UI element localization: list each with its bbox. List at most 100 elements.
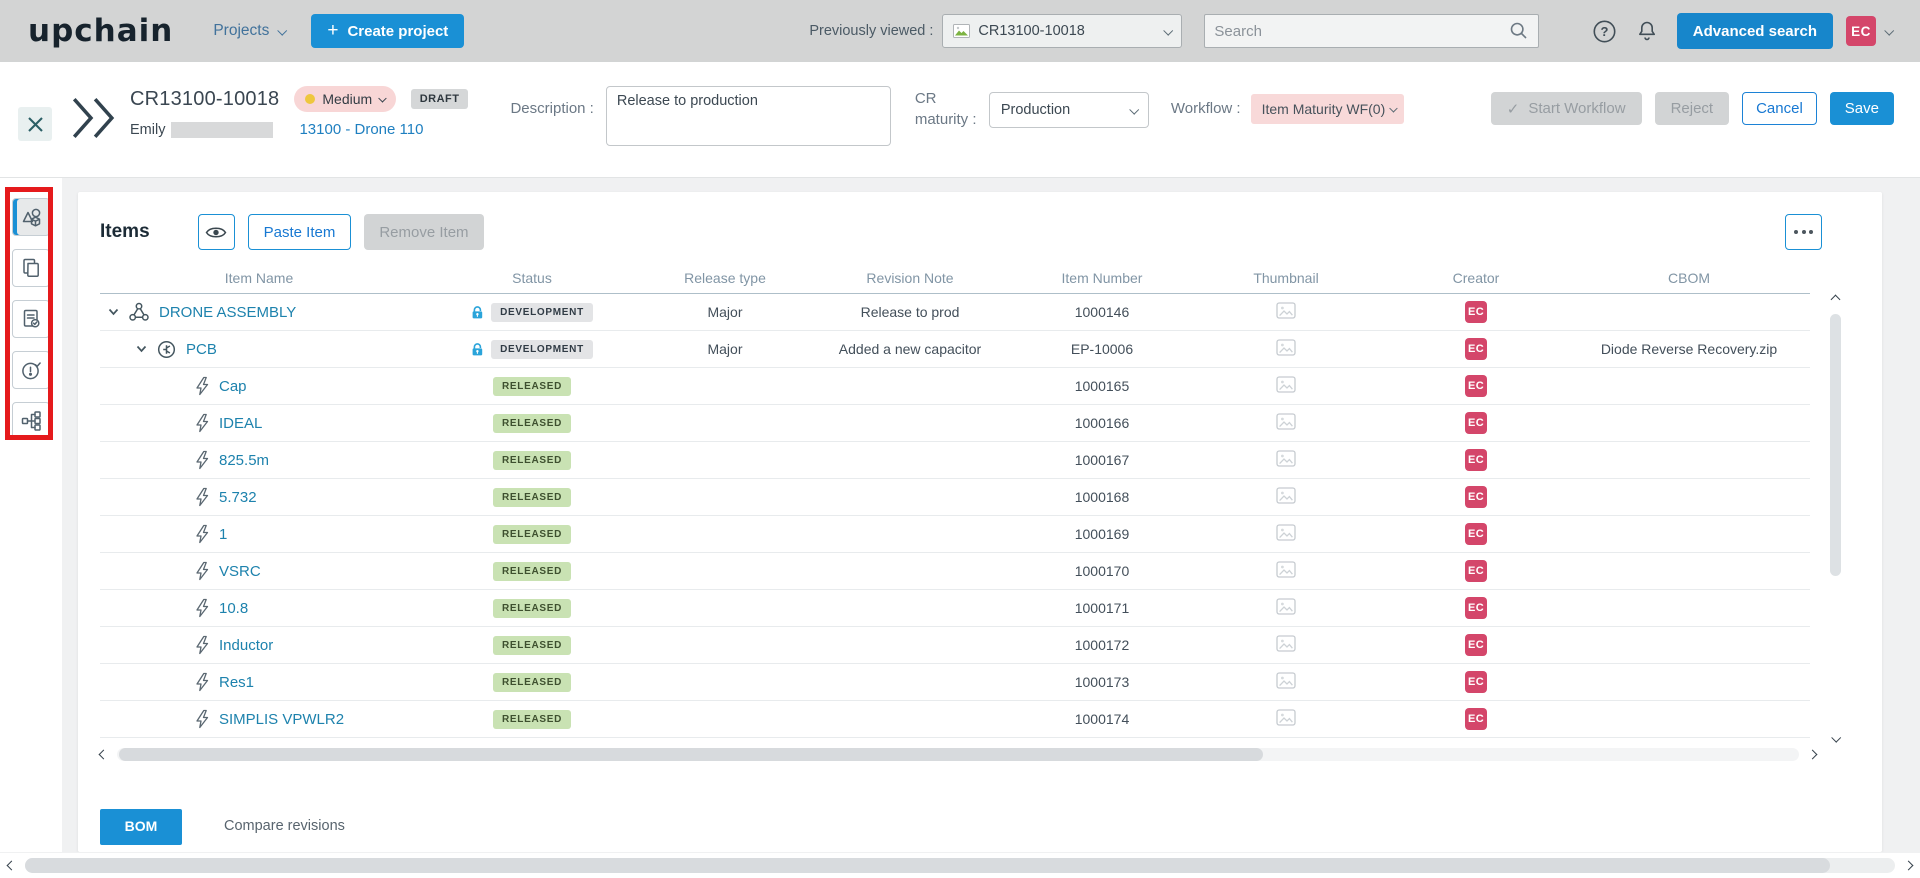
chevron-down-icon[interactable] bbox=[1884, 25, 1895, 36]
search-icon[interactable] bbox=[1509, 21, 1529, 41]
double-chevron-icon bbox=[68, 94, 116, 142]
scroll-left-icon[interactable] bbox=[6, 860, 17, 871]
item-number-cell: 1000171 bbox=[1074, 600, 1130, 616]
thumbnail-placeholder-icon bbox=[1276, 524, 1296, 541]
chevron-down-icon bbox=[1389, 104, 1398, 113]
item-link[interactable]: DRONE ASSEMBLY bbox=[159, 303, 297, 321]
column-header-creator[interactable]: Creator bbox=[1452, 269, 1500, 286]
table-row[interactable]: 5.732 RELEASED 1000168 EC bbox=[100, 479, 1810, 516]
item-number-cell: 1000172 bbox=[1074, 637, 1130, 653]
advanced-search-button[interactable]: Advanced search bbox=[1676, 13, 1833, 49]
table-row[interactable]: 10.8 RELEASED 1000171 EC bbox=[100, 590, 1810, 627]
item-number-cell: 1000166 bbox=[1074, 415, 1130, 431]
bolt-icon bbox=[193, 524, 210, 544]
user-avatar[interactable]: EC bbox=[1846, 16, 1876, 46]
reject-button[interactable]: Reject bbox=[1654, 92, 1730, 125]
bom-structure-icon bbox=[20, 410, 43, 432]
table-vertical-scrollbar[interactable] bbox=[1828, 294, 1842, 743]
more-options-button[interactable] bbox=[1785, 214, 1822, 250]
item-link[interactable]: 5.732 bbox=[219, 488, 257, 506]
scroll-right-icon[interactable] bbox=[1807, 749, 1818, 759]
workflow-select[interactable]: Item Maturity WF(0) bbox=[1250, 94, 1404, 124]
thumbnail-placeholder-icon bbox=[1276, 561, 1296, 578]
column-header-item-number[interactable]: Item Number bbox=[1061, 269, 1143, 286]
scroll-right-icon[interactable] bbox=[1903, 860, 1914, 871]
item-link[interactable]: SIMPLIS VPWLR2 bbox=[219, 710, 345, 728]
save-button[interactable]: Save bbox=[1829, 92, 1894, 125]
table-row[interactable]: Res1 RELEASED 1000173 EC bbox=[100, 664, 1810, 701]
description-label: Description : bbox=[510, 100, 594, 117]
creator-avatar: EC bbox=[1465, 523, 1487, 545]
item-link[interactable]: Res1 bbox=[219, 673, 255, 691]
paste-item-button[interactable]: Paste Item bbox=[247, 214, 352, 250]
table-row[interactable]: 825.5m RELEASED 1000167 EC bbox=[100, 442, 1810, 479]
column-header-cbom[interactable]: CBOM bbox=[1668, 269, 1710, 286]
column-header-revision-note[interactable]: Revision Note bbox=[866, 269, 954, 286]
sidebar-button-document-check[interactable] bbox=[12, 300, 50, 338]
item-link[interactable]: VSRC bbox=[219, 562, 261, 580]
table-row[interactable]: SIMPLIS VPWLR2 RELEASED 1000174 EC bbox=[100, 701, 1810, 738]
issue-check-icon bbox=[20, 359, 43, 381]
document-check-icon bbox=[20, 308, 42, 330]
item-link[interactable]: Cap bbox=[219, 377, 247, 395]
table-row[interactable]: IDEAL RELEASED 1000166 EC bbox=[100, 405, 1810, 442]
sidebar-button-parts-3d[interactable] bbox=[12, 198, 50, 236]
description-field[interactable] bbox=[605, 86, 891, 146]
close-button[interactable] bbox=[18, 107, 52, 141]
cr-maturity-select[interactable]: Production bbox=[988, 92, 1149, 128]
start-workflow-button[interactable]: ✓ Start Workflow bbox=[1490, 92, 1642, 125]
scrollbar-thumb[interactable] bbox=[1829, 314, 1841, 576]
status-badge: RELEASED bbox=[492, 450, 572, 470]
cbom-cell: Diode Reverse Recovery.zip bbox=[1600, 341, 1778, 357]
creator-avatar: EC bbox=[1465, 597, 1487, 619]
table-row[interactable]: DRONE ASSEMBLY DEVELOPMENT Major Release to… bbox=[100, 294, 1810, 331]
remove-item-button[interactable]: Remove Item bbox=[364, 214, 484, 250]
column-header-status[interactable]: Status bbox=[512, 269, 552, 286]
chevron-expand-icon[interactable] bbox=[108, 308, 119, 316]
main-area: Items Paste Item Remove Item Item Name St… bbox=[62, 178, 1920, 852]
sidebar-button-issue-check[interactable] bbox=[12, 351, 50, 389]
bell-icon[interactable] bbox=[1635, 19, 1659, 43]
search-input[interactable] bbox=[1214, 22, 1510, 40]
sidebar-button-copy-documents[interactable] bbox=[12, 249, 50, 287]
item-number-cell: 1000174 bbox=[1074, 711, 1130, 727]
lock-icon bbox=[471, 305, 484, 320]
page-horizontal-scrollbar[interactable] bbox=[0, 852, 1920, 878]
item-link[interactable]: 1 bbox=[219, 525, 228, 543]
visibility-button[interactable] bbox=[197, 214, 235, 250]
table-row[interactable]: Inductor RELEASED 1000172 EC bbox=[100, 627, 1810, 664]
item-link[interactable]: 825.5m bbox=[219, 451, 270, 469]
redaction-block bbox=[171, 121, 274, 138]
create-project-button[interactable]: + Create project bbox=[311, 14, 465, 48]
tab-bom[interactable]: BOM bbox=[100, 809, 182, 842]
item-link[interactable]: PCB bbox=[186, 340, 217, 358]
parts-3d-icon bbox=[20, 206, 43, 228]
table-row[interactable]: 1 RELEASED 1000169 EC bbox=[100, 516, 1810, 553]
chevron-down-icon bbox=[378, 94, 387, 103]
sidebar-button-bom-structure[interactable] bbox=[12, 402, 50, 440]
scrollbar-thumb[interactable] bbox=[119, 747, 1263, 761]
scrollbar-thumb[interactable] bbox=[25, 858, 1830, 873]
help-icon[interactable]: ? bbox=[1591, 18, 1618, 45]
top-navbar: upchain Projects + Create project Previo… bbox=[0, 0, 1920, 62]
table-row[interactable]: PCB DEVELOPMENT Major Added a new capacitor… bbox=[100, 331, 1810, 368]
column-header-release-type[interactable]: Release type bbox=[684, 269, 766, 286]
priority-dropdown[interactable]: Medium bbox=[294, 86, 396, 112]
item-link[interactable]: Inductor bbox=[219, 636, 274, 654]
item-link[interactable]: 10.8 bbox=[219, 599, 249, 617]
item-link[interactable]: IDEAL bbox=[219, 414, 263, 432]
table-row[interactable]: VSRC RELEASED 1000170 EC bbox=[100, 553, 1810, 590]
project-link[interactable]: 13100 - Drone 110 bbox=[299, 121, 424, 138]
cancel-button[interactable]: Cancel bbox=[1742, 92, 1817, 125]
pcb-component-icon bbox=[156, 339, 177, 360]
table-row[interactable]: Cap RELEASED 1000165 EC bbox=[100, 368, 1810, 405]
projects-menu[interactable]: Projects bbox=[213, 22, 288, 40]
column-header-item-name[interactable]: Item Name bbox=[224, 269, 294, 286]
chevron-expand-icon[interactable] bbox=[136, 345, 147, 353]
table-horizontal-scrollbar[interactable] bbox=[98, 747, 1818, 761]
tab-compare-revisions[interactable]: Compare revisions bbox=[224, 817, 345, 834]
previously-viewed-dropdown[interactable]: CR13100-10018 bbox=[942, 14, 1183, 48]
scroll-left-icon[interactable] bbox=[98, 749, 109, 759]
column-header-thumbnail[interactable]: Thumbnail bbox=[1253, 269, 1319, 286]
creator-avatar: EC bbox=[1465, 412, 1487, 434]
